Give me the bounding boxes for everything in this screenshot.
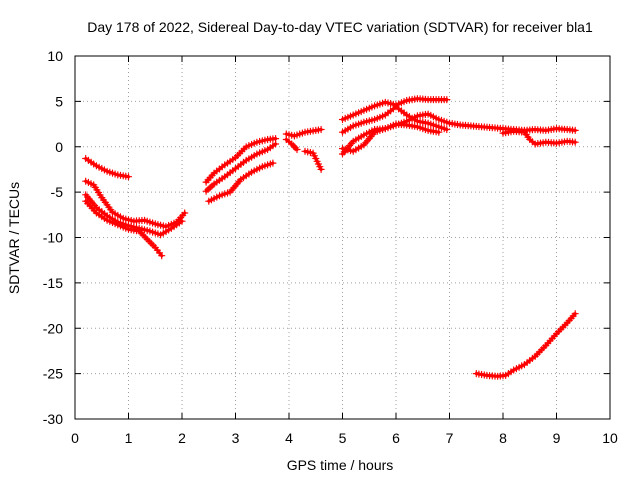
x-tick-label: 8	[499, 430, 507, 446]
grid-lines	[75, 56, 610, 419]
y-tick-label: -30	[43, 411, 63, 427]
x-tick-label: 1	[125, 430, 133, 446]
series-markers	[472, 310, 579, 380]
y-tick-label: -10	[43, 230, 63, 246]
x-tick-label: 4	[285, 430, 293, 446]
x-tick-label: 10	[602, 430, 618, 446]
x-tick-label: 5	[339, 430, 347, 446]
x-tick-label: 2	[178, 430, 186, 446]
series-line	[84, 179, 187, 229]
series-track-15	[499, 127, 579, 148]
series-markers	[82, 154, 133, 181]
x-tick-label: 6	[392, 430, 400, 446]
data-series	[82, 95, 579, 380]
series-track-4	[82, 197, 166, 260]
y-tick-label: 10	[47, 48, 63, 64]
series-track-5	[202, 135, 280, 186]
x-tick-label: 9	[553, 430, 561, 446]
chart-title: Day 178 of 2022, Sidereal Day-to-day VTE…	[87, 19, 593, 35]
y-tick-label: -20	[43, 320, 63, 336]
series-track-10	[301, 147, 325, 173]
series-track-14	[338, 120, 443, 155]
series-markers	[82, 197, 166, 260]
y-tick-label: -15	[43, 275, 63, 291]
series-markers	[301, 147, 325, 173]
series-markers	[202, 140, 280, 195]
y-tick-label: -25	[43, 366, 63, 382]
y-tick-label: 5	[55, 93, 63, 109]
series-markers	[338, 120, 443, 155]
x-axis-label: GPS time / hours	[287, 457, 394, 473]
x-axis-ticks: 0 1 2 3 4 5 6 7 8 9 10	[71, 56, 618, 446]
series-track-1	[82, 154, 133, 181]
y-tick-label: -5	[51, 184, 64, 200]
x-tick-label: 3	[232, 430, 240, 446]
y-axis-ticks: 10 5 0 -5 -10 -15 -20 -25 -30	[43, 48, 610, 427]
series-track-7	[205, 159, 277, 205]
y-axis-label: SDTVAR / TECUs	[6, 182, 22, 294]
series-line	[204, 137, 278, 184]
series-track-12	[338, 103, 451, 136]
series-markers	[205, 159, 277, 205]
series-line	[474, 312, 577, 378]
series-track-16	[472, 310, 579, 380]
series-track-6	[202, 140, 280, 195]
x-tick-label: 0	[71, 430, 79, 446]
series-markers	[202, 135, 280, 186]
series-markers	[338, 95, 451, 124]
series-markers	[499, 127, 579, 148]
y-tick-label: 0	[55, 139, 63, 155]
series-track-9	[282, 135, 301, 154]
series-track-8	[282, 125, 325, 140]
x-tick-label: 7	[446, 430, 454, 446]
series-markers	[282, 125, 325, 140]
series-markers	[282, 135, 301, 154]
series-track-2	[82, 177, 189, 231]
